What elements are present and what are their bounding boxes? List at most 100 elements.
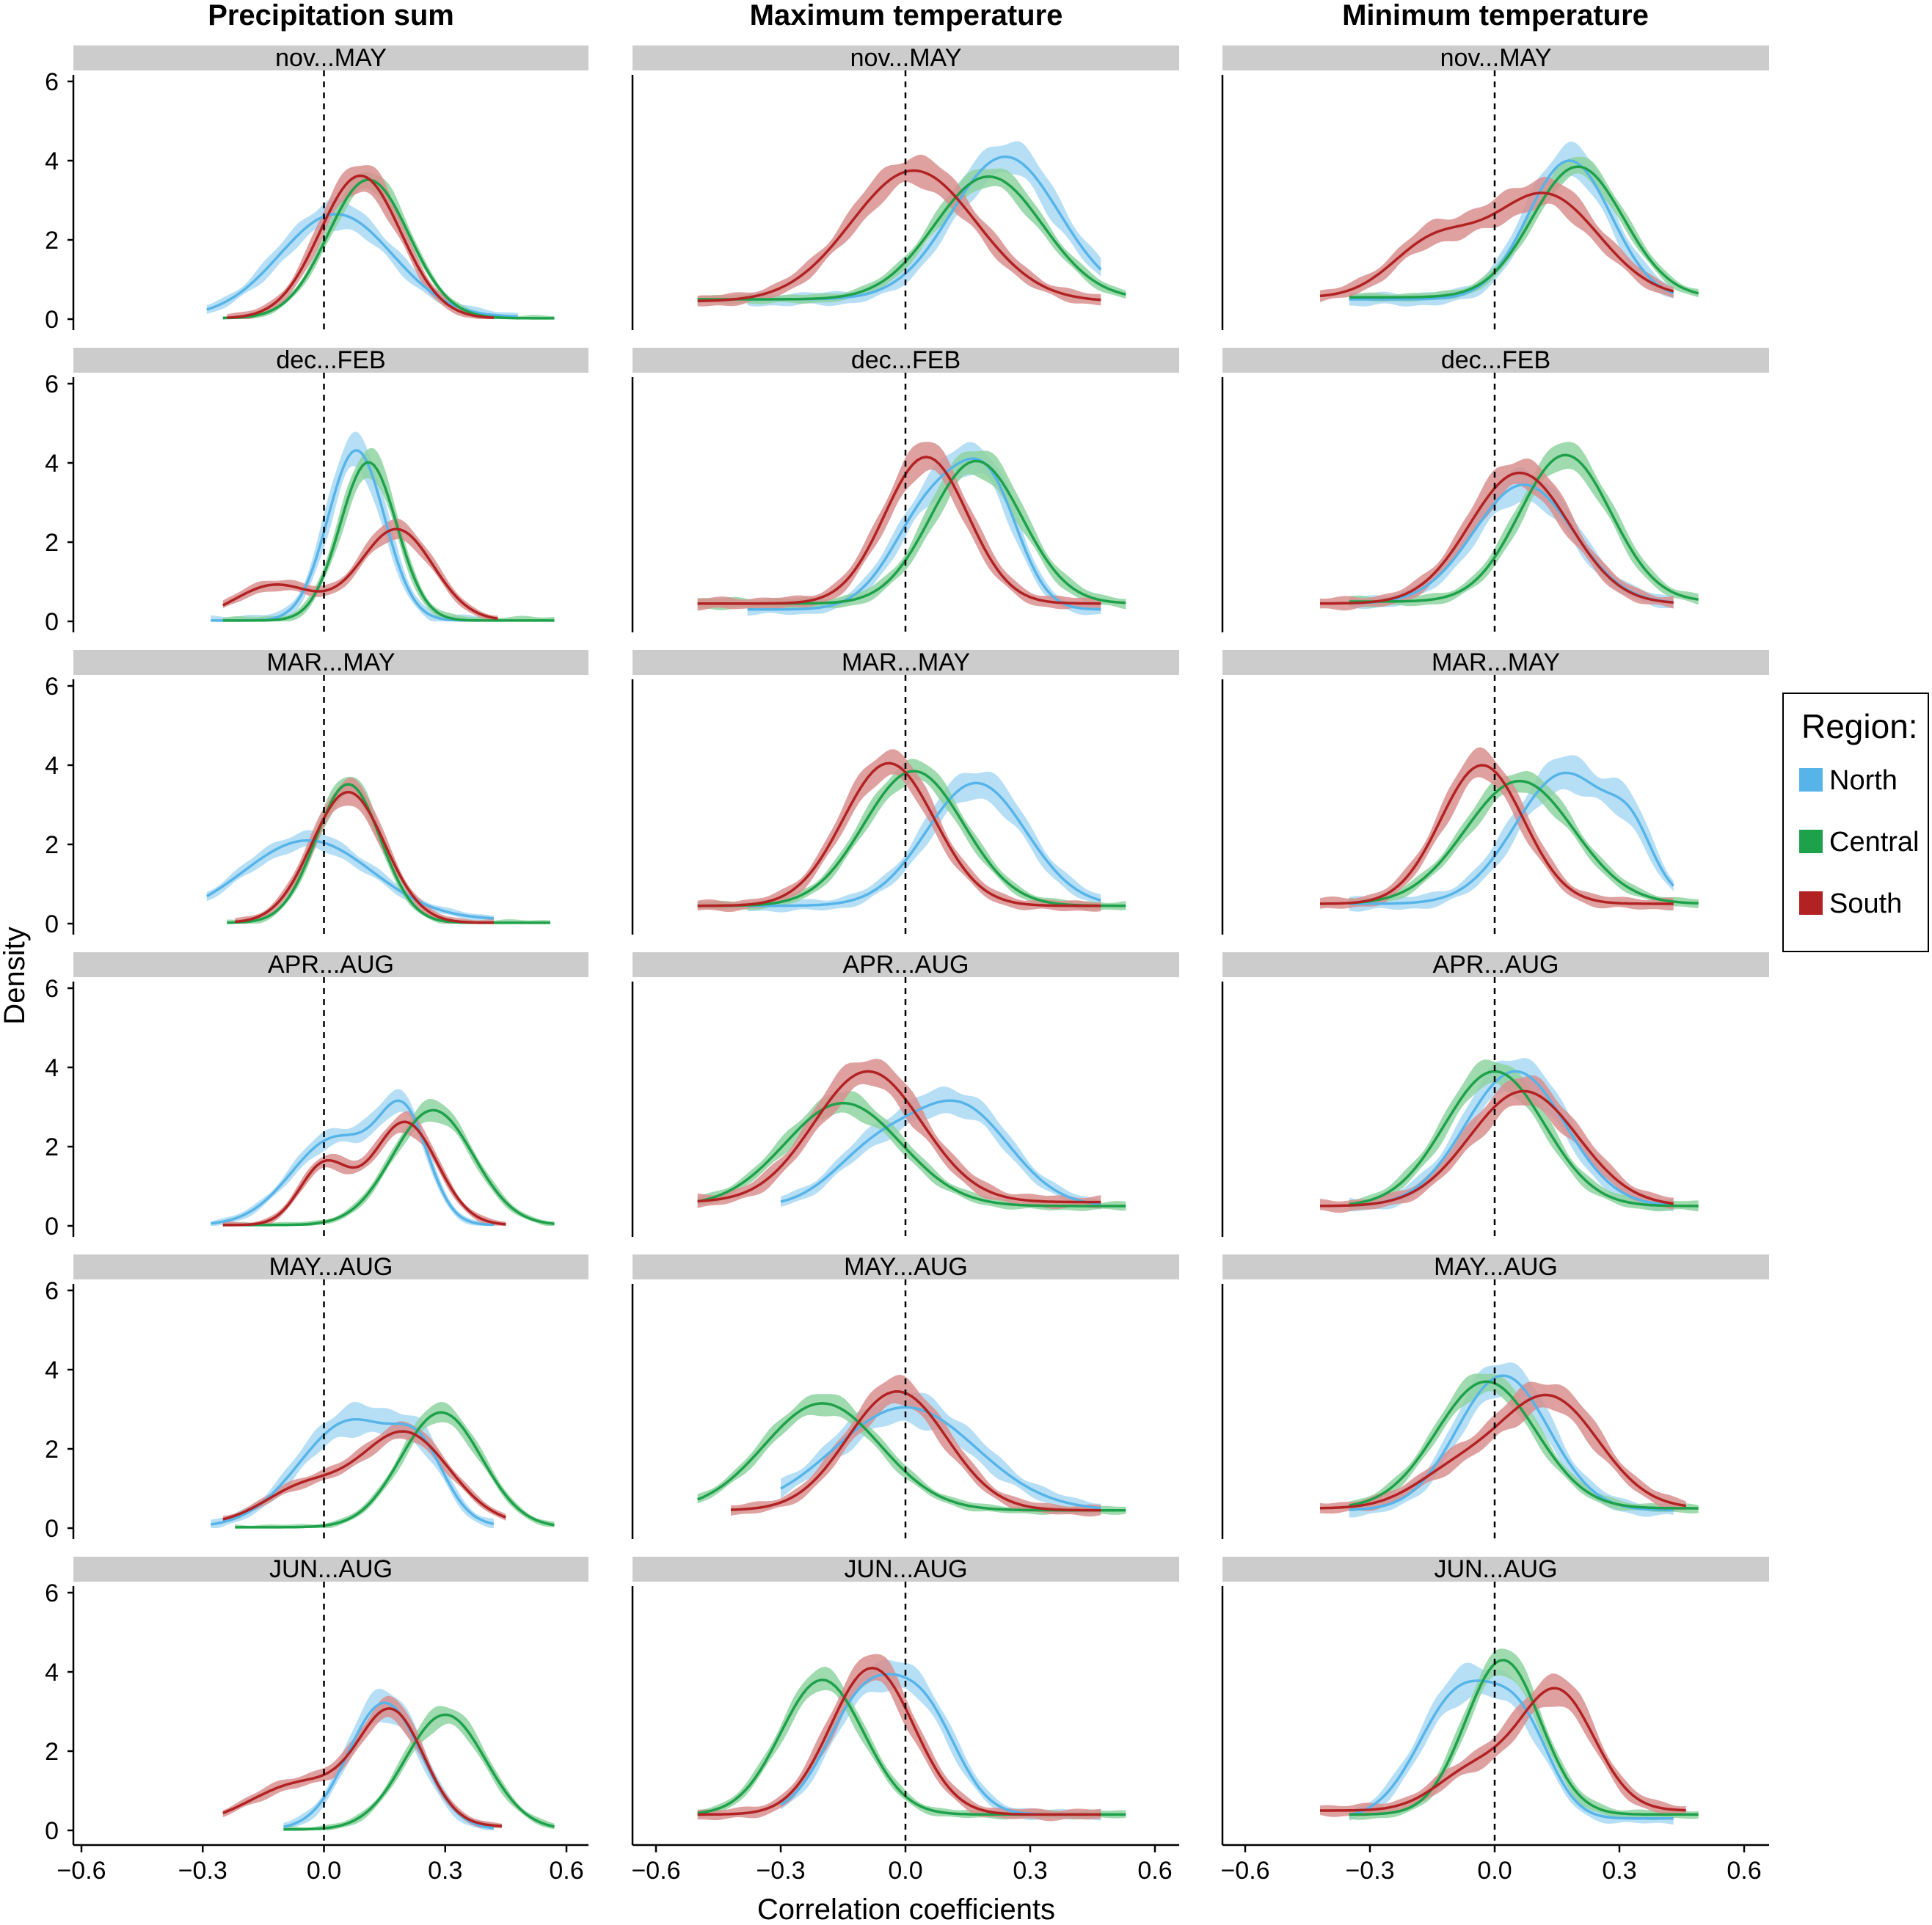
band-south [1320,176,1674,302]
x-tick-label: −0.6 [56,1857,106,1885]
y-tick-label: 4 [45,147,59,175]
legend-swatch-south [1799,891,1823,915]
facet-strip [633,1254,1179,1279]
density-line-central [697,175,1126,301]
density-line-central [1349,453,1699,603]
x-tick-label: 0.6 [1727,1857,1761,1885]
band-north [211,431,482,621]
facet-strip-label: dec...FEB [276,346,385,374]
legend-label-north: North [1829,765,1898,796]
band-central [235,1402,555,1528]
axis-titles: Density Correlation coefficients [0,927,1055,1925]
band-north [206,830,494,922]
band-south [227,165,494,319]
y-tick-label: 0 [45,1817,59,1845]
panel-maximum-temperature-dec-feb: dec...FEB [631,346,1179,632]
density-line-central [227,783,550,924]
facet-strip-label: nov...MAY [275,44,387,72]
density-line-south [1319,1393,1686,1510]
band-south [697,1654,1101,1822]
band-south [1320,747,1674,910]
facet-strip-label: nov...MAY [850,44,962,72]
panel-maximum-temperature-may-aug: MAY...AUG [631,1253,1179,1539]
x-tick-label: 0.0 [307,1857,341,1885]
density-line-central [1349,1659,1699,1816]
y-tick-label: 2 [45,227,59,255]
legend-label-south: South [1829,888,1902,919]
density-line-north [780,1099,1101,1206]
density-line-central [235,1411,555,1529]
density-line-north [205,839,495,920]
y-tick-label: 6 [45,673,59,701]
facet-strip [1222,1254,1769,1279]
y-tick-label: 2 [45,1133,59,1161]
facet-strip-label: APR...AUG [1433,951,1559,979]
density-line-south [697,169,1101,303]
x-tick-label: −0.3 [1345,1857,1394,1885]
panel-minimum-temperature-mar-may: MAR...MAY [1221,649,1769,935]
y-tick-label: 6 [45,370,59,398]
band-south [222,1421,506,1523]
y-tick-label: 0 [45,1213,59,1241]
y-tick-label: 0 [45,910,59,938]
x-tick-label: −0.6 [631,1857,680,1885]
panel-maximum-temperature-jun-aug: JUN...AUG −0.6 −0.3 0.0 0.3 0.6 [631,1555,1179,1885]
facet-strip [633,650,1179,675]
y-axis-title: Density [0,927,31,1024]
density-line-north [1349,159,1674,301]
panel-precipitation-sum-nov-may: nov...MAY 0 2 4 6 [45,44,588,334]
y-tick-label: 6 [45,1277,59,1305]
density-line-south [1319,1089,1674,1208]
x-tick-label: −0.6 [1220,1857,1269,1885]
density-line-south [222,1120,506,1227]
panel-minimum-temperature-nov-may: nov...MAY [1221,44,1769,330]
density-line-central [283,1713,555,1831]
facet-strip-label: APR...AUG [268,951,394,979]
col-title-precipitation: Precipitation sum [208,0,454,32]
panel-precipitation-sum-may-aug: MAY...AUG 0 2 4 6 [45,1253,588,1543]
facet-strip [633,45,1179,70]
col-title-min-temp: Minimum temperature [1342,0,1649,32]
y-tick-label: 4 [45,1054,59,1082]
y-tick-label: 4 [45,450,59,478]
facet-strip [1222,348,1769,373]
facet-strip-label: dec...FEB [851,346,960,374]
density-line-central [222,1108,555,1227]
legend-title: Region: [1801,707,1918,745]
density-line-south [222,527,498,621]
density-line-south [1320,1687,1686,1812]
y-tick-label: 4 [45,1356,59,1384]
legend-entries: North Central South [1799,765,1920,919]
density-line-central [1349,165,1699,299]
band-central [697,1091,1126,1211]
density-line-north [747,457,1101,611]
density-line-central [222,178,555,320]
band-south [697,154,1101,307]
facet-strip [1222,45,1769,70]
density-line-south [222,1430,507,1521]
y-tick-label: 0 [45,306,59,334]
panel-minimum-temperature-jun-aug: JUN...AUG −0.6 −0.3 0.0 0.3 0.6 [1220,1555,1769,1885]
band-south [235,778,494,924]
band-north [1349,1662,1674,1825]
density-line-south [730,1390,1101,1512]
facet-strip [633,348,1179,373]
facet-strip-label: nov...MAY [1440,44,1552,72]
facet-strip [1222,650,1769,675]
band-central [697,168,1126,304]
density-line-north [1349,1679,1674,1820]
panel-minimum-temperature-apr-aug: APR...AUG [1221,951,1769,1237]
x-tick-label: 0.3 [1013,1857,1047,1885]
panel-precipitation-sum-apr-aug: APR...AUG 0 2 4 6 [45,951,588,1241]
panel-grid: nov...MAY 0 2 4 6 nov...MAY nov...MAY dec...FEB… [45,44,1769,1885]
facet-strip [633,1557,1179,1582]
facet-strip [73,1557,588,1582]
x-tick-label: −0.3 [756,1857,805,1885]
legend-entry-south: South [1799,888,1902,919]
x-tick-label: 0.0 [888,1857,922,1885]
y-tick-label: 4 [45,1659,59,1687]
band-south [697,442,1101,611]
panel-maximum-temperature-mar-may: MAR...MAY [631,649,1179,935]
facet-strip [73,45,588,70]
